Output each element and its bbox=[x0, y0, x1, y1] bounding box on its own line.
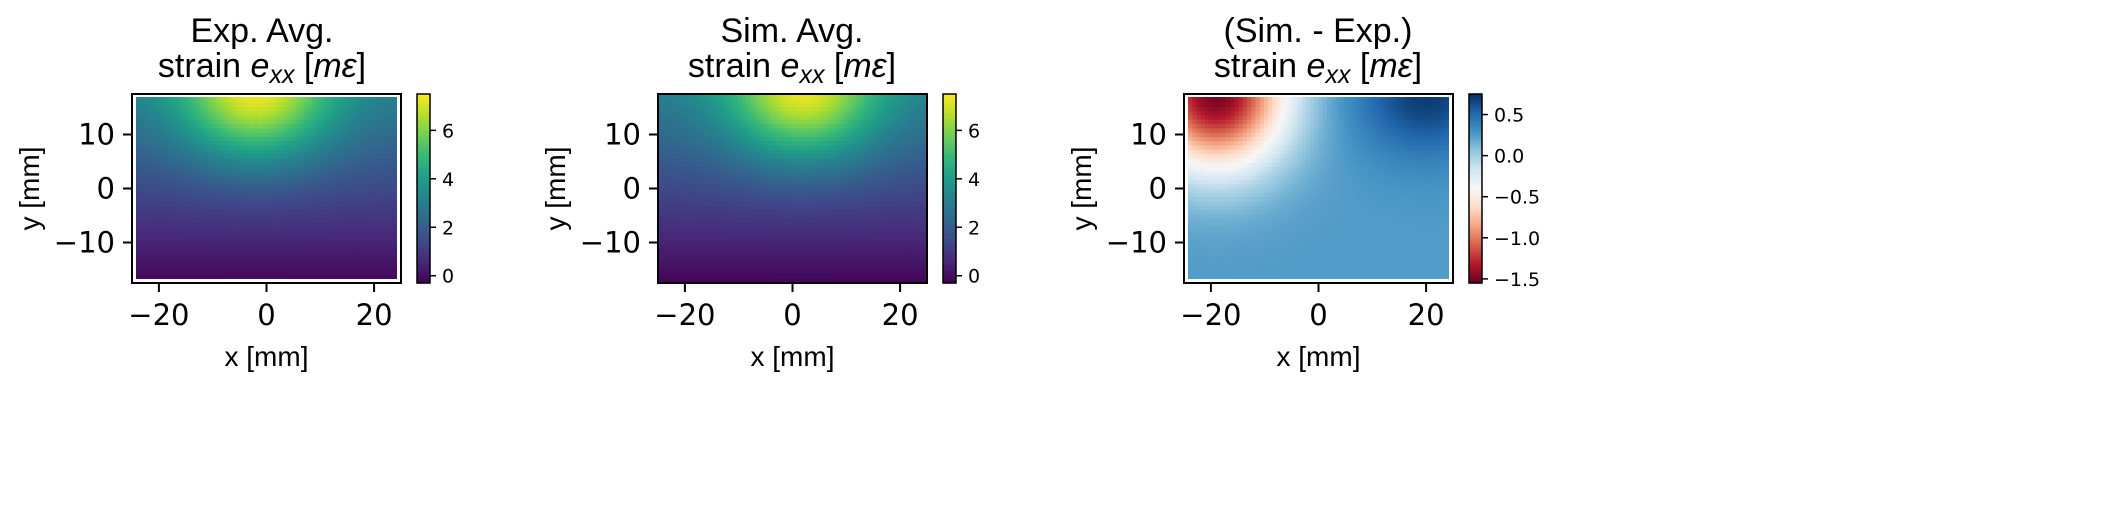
x-axis-label: x [mm] bbox=[751, 341, 835, 372]
y-axis-label: y [mm] bbox=[540, 147, 571, 231]
x-axis-label: x [mm] bbox=[1277, 341, 1361, 372]
colorbar-tick-label: 0 bbox=[442, 266, 454, 288]
y-tick-label: −10 bbox=[1106, 226, 1167, 260]
heatmap-image bbox=[1184, 94, 1454, 284]
mask-right bbox=[1449, 94, 1453, 283]
mask-left bbox=[132, 94, 136, 283]
x-tick-label: 20 bbox=[1408, 298, 1445, 332]
heatmap-image bbox=[658, 94, 928, 284]
x-tick-label: 20 bbox=[882, 298, 919, 332]
colorbar-tick-label: 0.5 bbox=[1494, 105, 1524, 127]
title-line-1: (Sim. - Exp.) bbox=[1224, 12, 1413, 50]
colorbar-tick-label: 2 bbox=[968, 217, 980, 239]
heatmap-image bbox=[132, 94, 402, 284]
x-tick-label: −20 bbox=[1180, 298, 1241, 332]
mask-bottom bbox=[1184, 279, 1453, 283]
x-tick-label: 0 bbox=[783, 298, 801, 332]
title-line-1: Sim. Avg. bbox=[721, 12, 864, 50]
title-line-2: strain exx [mε] bbox=[688, 47, 896, 89]
colorbar-tick-label: 6 bbox=[442, 120, 454, 142]
colorbar: 0 2 4 6 bbox=[942, 93, 980, 288]
y-tick-label: −10 bbox=[580, 226, 641, 260]
y-axis-label: y [mm] bbox=[1066, 147, 1097, 231]
mask-right bbox=[397, 94, 401, 283]
colorbar-tick-label: 0 bbox=[968, 266, 980, 288]
mask-top bbox=[132, 94, 401, 97]
y-tick-label: 10 bbox=[604, 118, 641, 152]
mask-top bbox=[1184, 94, 1453, 97]
x-axis-label: x [mm] bbox=[225, 341, 309, 372]
y-tick-label: 0 bbox=[623, 172, 641, 206]
x-tick-label: −20 bbox=[654, 298, 715, 332]
colorbar-tick-label: 2 bbox=[442, 217, 454, 239]
y-tick-label: 0 bbox=[1149, 172, 1167, 206]
x-tick-label: 0 bbox=[257, 298, 275, 332]
x-tick-label: 20 bbox=[356, 298, 393, 332]
x-tick-label: −20 bbox=[128, 298, 189, 332]
y-tick-label: −10 bbox=[54, 226, 115, 260]
title-line-2: strain exx [mε] bbox=[158, 47, 366, 89]
colorbar-tick-label: 4 bbox=[968, 169, 980, 191]
colorbar-tick-label: 4 bbox=[442, 169, 454, 191]
mask-bottom bbox=[132, 279, 401, 283]
colorbar: 0.5 0.0 −0.5 −1.0 −1.5 bbox=[1468, 93, 1540, 291]
mask-left bbox=[1184, 94, 1188, 283]
colorbar-tick-label: 0.0 bbox=[1494, 146, 1524, 168]
colorbar-tick-label: 6 bbox=[968, 120, 980, 142]
panel-3: (Sim. - Exp.)strain exx [mε] −20 0 20 −10 0 10… bbox=[1066, 12, 1540, 372]
y-tick-label: 10 bbox=[1130, 118, 1167, 152]
y-axis-label: y [mm] bbox=[14, 147, 45, 231]
colorbar-tick-label: −1.0 bbox=[1494, 228, 1540, 250]
colorbar: 0 2 4 6 bbox=[416, 93, 454, 288]
x-tick-label: 0 bbox=[1309, 298, 1327, 332]
colorbar-tick-label: −0.5 bbox=[1494, 187, 1540, 209]
title-line-2: strain exx [mε] bbox=[1214, 47, 1422, 89]
colorbar-tick-label: −1.5 bbox=[1494, 269, 1540, 291]
y-tick-label: 10 bbox=[78, 118, 115, 152]
y-tick-label: 0 bbox=[97, 172, 115, 206]
title-line-1: Exp. Avg. bbox=[190, 12, 333, 50]
